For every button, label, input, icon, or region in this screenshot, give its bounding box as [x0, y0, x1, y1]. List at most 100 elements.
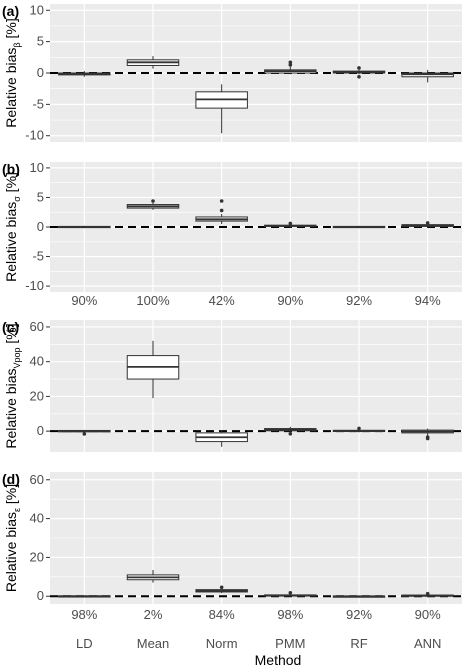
outlier-point — [219, 208, 224, 213]
percent-label: 100% — [136, 293, 170, 308]
panel-label: (c) — [2, 319, 19, 335]
outlier-point — [288, 431, 293, 436]
box-ld — [58, 595, 111, 598]
percent-label: 98% — [277, 607, 303, 622]
outlier-point — [219, 585, 224, 590]
y-tick-label: -5 — [32, 249, 44, 264]
percent-label: 90% — [71, 293, 97, 308]
panel-label: (a) — [2, 3, 19, 19]
y-axis-label-main: Relative bias — [3, 48, 19, 128]
shared-x-axis: LD Mean Norm PMM RF ANN — [76, 636, 441, 651]
y-tick-label: 0 — [37, 423, 44, 438]
y-axis-label: Relative biasε [%] — [3, 484, 22, 592]
x-tick-label: Mean — [137, 636, 170, 651]
box-mean — [126, 340, 180, 399]
box-rf — [332, 426, 386, 433]
outlier-point — [425, 436, 430, 441]
panel-label: (b) — [2, 161, 20, 177]
y-axis-label-main: Relative bias — [3, 512, 19, 592]
y-tick-label: 10 — [30, 2, 44, 17]
box-ld — [58, 429, 111, 436]
y-axis-label-unit: [%] — [3, 484, 19, 508]
box-norm — [195, 430, 248, 447]
outlier-point — [357, 426, 361, 431]
box-ann — [401, 221, 454, 228]
percent-label: 92% — [346, 293, 372, 308]
y-tick-label: 60 — [30, 319, 44, 334]
outlier-point — [288, 221, 293, 226]
box-ld — [58, 71, 111, 77]
percent-label: 90% — [277, 293, 303, 308]
percent-label: 2% — [144, 607, 163, 622]
box-ann — [401, 428, 454, 441]
y-axis-label: Relative biasσ [%] — [3, 172, 22, 282]
box-norm — [195, 84, 248, 134]
y-tick-label: 0 — [37, 588, 44, 603]
y-tick-label: 60 — [30, 472, 44, 487]
box-mean — [126, 199, 180, 210]
y-axis-label: Relative biasVpop [%] — [3, 323, 22, 448]
box-rf — [332, 225, 386, 229]
percent-label: 98% — [71, 607, 97, 622]
percent-label: 90% — [415, 607, 441, 622]
y-axis-label-subscript: σ — [12, 196, 22, 202]
box-ann — [401, 69, 454, 83]
y-tick-label: -5 — [32, 96, 44, 111]
x-tick-label: LD — [76, 636, 93, 651]
y-tick-label: -10 — [25, 278, 44, 293]
y-axis-label-subscript: ε — [12, 508, 22, 512]
x-axis-title: Method — [255, 652, 302, 668]
outlier-point — [288, 63, 293, 67]
x-tick-label: ANN — [414, 636, 441, 651]
y-axis-label-subscript: Vpop — [12, 347, 22, 368]
y-tick-label: 40 — [30, 354, 44, 369]
y-tick-label: 0 — [37, 219, 44, 234]
y-tick-label: -10 — [25, 128, 44, 143]
outlier-point — [82, 432, 87, 436]
box-pmm — [264, 590, 317, 597]
box-pmm — [264, 426, 317, 436]
percent-label: 84% — [209, 607, 235, 622]
y-axis-label-unit: [%] — [3, 323, 19, 347]
box-pmm — [264, 60, 317, 75]
box-norm — [195, 585, 248, 594]
outlier-point — [288, 60, 293, 65]
box-ld — [58, 225, 111, 229]
y-tick-label: 0 — [37, 65, 44, 80]
box-ann — [401, 591, 454, 597]
y-axis-label-main: Relative bias — [3, 369, 19, 449]
box-mean — [126, 56, 180, 69]
box-rf — [332, 595, 386, 598]
x-tick-label: RF — [350, 636, 367, 651]
y-tick-label: 10 — [30, 160, 44, 175]
percent-label: 94% — [415, 293, 441, 308]
percent-label: 92% — [346, 607, 372, 622]
y-tick-label: 20 — [30, 388, 44, 403]
outlier-point — [357, 66, 361, 70]
y-axis-label-main: Relative bias — [3, 202, 19, 282]
box-norm — [195, 199, 248, 225]
y-axis-label: Relative biasβ [%] — [3, 18, 22, 127]
y-axis-label-unit: [%] — [3, 18, 19, 42]
outlier-point — [288, 590, 293, 595]
outlier-point — [151, 199, 155, 203]
box-mean — [126, 570, 180, 583]
y-tick-label: 5 — [37, 189, 44, 204]
y-axis-label-unit: [%] — [3, 172, 19, 196]
y-tick-label: 5 — [37, 34, 44, 49]
outlier-point — [425, 221, 430, 225]
outlier-point — [357, 74, 361, 79]
x-tick-label: Norm — [206, 636, 238, 651]
panel-label: (d) — [2, 471, 20, 487]
box-pmm — [264, 221, 317, 228]
y-axis-label-subscript: β — [12, 42, 22, 47]
box-rf — [332, 66, 386, 79]
y-tick-label: 40 — [30, 511, 44, 526]
panel-background — [50, 320, 462, 452]
